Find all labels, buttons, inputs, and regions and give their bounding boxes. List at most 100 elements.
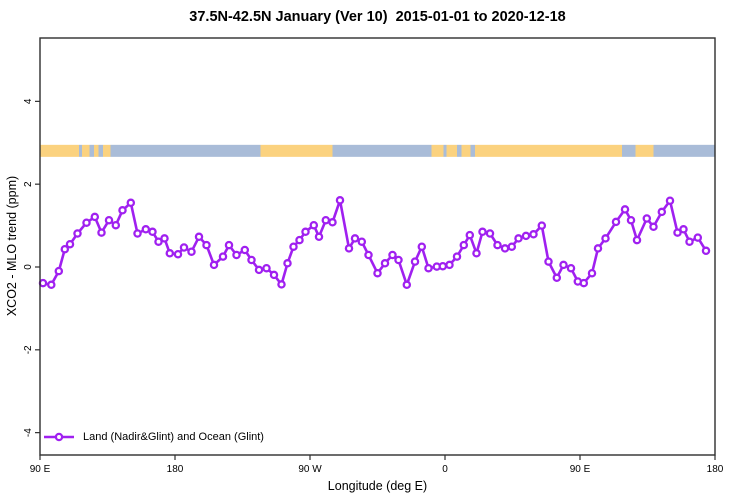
data-point-marker [321, 215, 331, 225]
data-point-marker [537, 221, 547, 230]
x-tick-label: 0 [442, 464, 448, 475]
x-tick-label: 90 E [30, 464, 51, 475]
surface-band-segment-land [461, 144, 471, 157]
data-point-marker [118, 206, 127, 215]
surface-band-segment-ocean [622, 144, 636, 157]
x-axis-title: Longitude (deg E) [327, 479, 428, 493]
data-point-marker [514, 234, 523, 243]
chart-title: 37.5N-42.5N January (Ver 10) 2015-01-01 … [189, 9, 566, 25]
data-point-marker [493, 240, 502, 250]
data-point-marker [579, 278, 589, 288]
data-point-marker [394, 255, 403, 265]
y-tick-label: 4 [23, 98, 34, 104]
legend: Land (Nadir&Glint) and Ocean (Glint) [42, 429, 264, 445]
data-point-marker [665, 196, 675, 205]
data-point-marker [478, 227, 487, 237]
data-point-marker [254, 265, 264, 275]
surface-band-segment-ocean [332, 144, 432, 157]
data-point-marker [529, 230, 538, 239]
x-tick-label: 180 [707, 464, 724, 475]
data-point-marker [485, 229, 495, 238]
data-point-marker [357, 237, 367, 246]
data-point-marker [73, 229, 82, 238]
data-point-marker [685, 237, 694, 246]
data-point-marker [126, 198, 136, 208]
data-point-marker [626, 215, 636, 225]
data-point-marker [452, 252, 462, 261]
data-point-marker [309, 220, 319, 230]
data-point-marker [194, 232, 204, 242]
data-point-marker [283, 259, 292, 268]
data-point-marker [38, 278, 48, 288]
data-point-marker [111, 220, 121, 230]
legend-label: Land (Nadir&Glint) and Ocean (Glint) [83, 431, 264, 443]
data-point-marker [47, 280, 56, 290]
data-point-marker [187, 247, 196, 256]
data-point-marker [445, 260, 454, 270]
surface-band-segment-land [446, 144, 457, 157]
data-point-marker [424, 263, 433, 273]
surface-band-segment-land [94, 144, 99, 157]
data-point-marker [402, 280, 412, 290]
data-point-marker [472, 249, 481, 258]
legend-line-marker-icon [44, 432, 74, 442]
data-point-marker [521, 231, 531, 241]
data-point-marker [104, 215, 114, 225]
data-point-marker [657, 207, 667, 217]
data-point-marker [54, 266, 64, 276]
data-point-marker [82, 218, 91, 227]
surface-band-segment-ocean [79, 144, 82, 157]
surface-band-segment-ocean [443, 144, 447, 157]
data-point-marker [642, 214, 652, 223]
data-point-marker [465, 230, 475, 240]
plot-border [39, 37, 716, 456]
surface-band-segment-ocean [110, 144, 261, 157]
x-tick-label: 90 W [298, 464, 322, 475]
data-point-marker [269, 270, 279, 280]
data-point-marker [552, 273, 562, 283]
data-point-marker [209, 260, 219, 270]
data-point-marker [459, 240, 469, 250]
data-point-marker [295, 235, 304, 245]
surface-band-segment-land [260, 144, 333, 157]
surface-band-segment-ocean [98, 144, 103, 157]
data-point-marker [240, 245, 250, 255]
data-point-marker [218, 252, 228, 261]
data-point-marker [500, 244, 510, 253]
x-tick-label: 180 [167, 464, 184, 475]
data-point-marker [693, 233, 703, 242]
data-point-marker [179, 243, 189, 252]
y-tick-label: -2 [23, 345, 34, 354]
data-point-marker [154, 237, 163, 246]
data-point-marker [649, 222, 658, 232]
surface-band-segment-land [475, 144, 622, 157]
data-point-marker [410, 257, 420, 266]
data-point-marker [587, 268, 597, 278]
data-point-marker [65, 239, 75, 249]
data-point-marker [328, 218, 337, 227]
data-point-marker [97, 228, 106, 237]
data-point-marker [601, 234, 610, 243]
data-point-marker [160, 234, 169, 243]
data-point-marker [544, 257, 553, 266]
data-point-marker [224, 240, 234, 250]
surface-band-segment-land [635, 144, 654, 157]
data-point-marker [632, 235, 642, 245]
surface-band-segment-ocean [457, 144, 462, 157]
data-point-marker [148, 227, 157, 237]
data-point-marker [133, 229, 142, 238]
data-point-marker [350, 234, 360, 243]
data-point-marker [679, 225, 688, 234]
surface-band-segment-ocean [470, 144, 475, 157]
data-point-marker [60, 244, 70, 254]
data-point-marker [141, 225, 151, 234]
data-point-marker [611, 217, 621, 227]
data-point-marker [417, 242, 427, 251]
data-point-marker [165, 249, 175, 258]
legend-marker-icon [54, 432, 64, 442]
surface-band-segment-ocean [653, 144, 715, 157]
y-tick-label: 2 [23, 181, 34, 187]
data-point-marker [380, 259, 390, 268]
y-tick-label: -4 [23, 428, 34, 437]
